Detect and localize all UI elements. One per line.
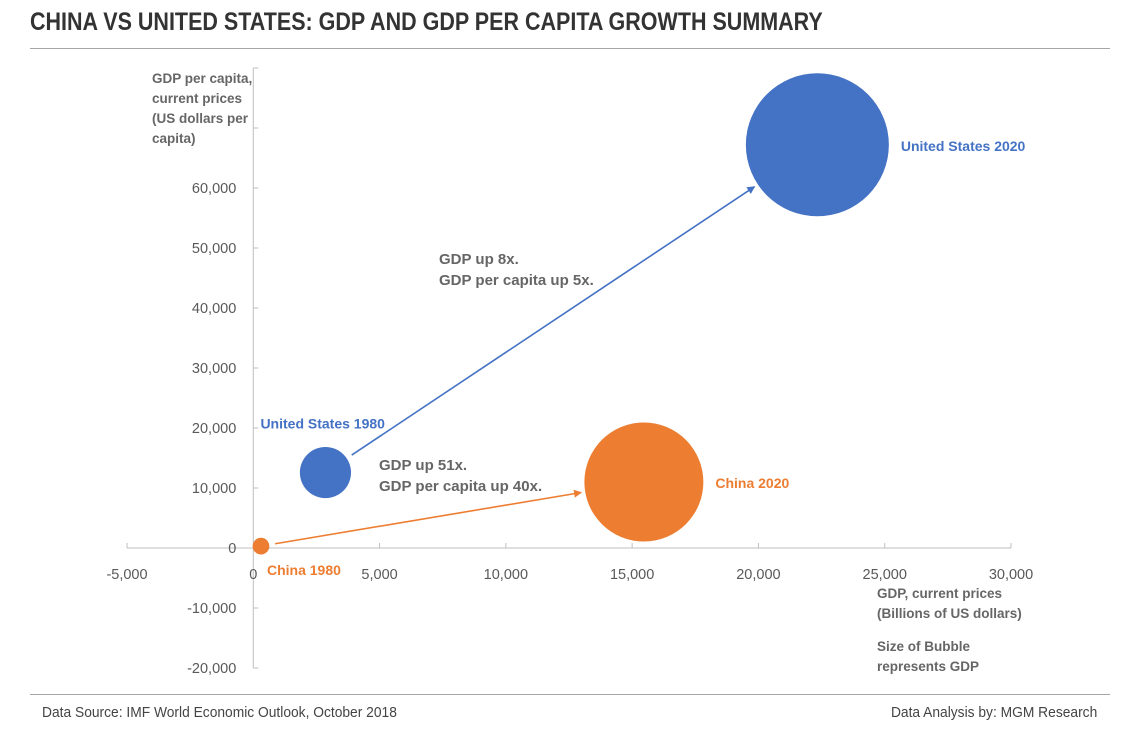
china-growth-arrow xyxy=(275,489,583,545)
growth-annotation: GDP up 8x. xyxy=(439,251,519,268)
y-tick-label: 50,000 xyxy=(192,241,236,257)
y-axis-title: current prices xyxy=(152,91,242,106)
x-axis-title: (Billions of US dollars) xyxy=(877,606,1022,621)
bubble-china-2020 xyxy=(584,422,704,542)
y-tick-label: 0 xyxy=(228,541,236,557)
x-tick-label: 10,000 xyxy=(484,567,528,583)
data-label-united-states-2020: United States 2020 xyxy=(901,138,1026,154)
x-tick-label: 15,000 xyxy=(610,567,654,583)
bubble-united-states-2020 xyxy=(745,73,889,217)
y-axis-title: (US dollars per xyxy=(152,111,249,126)
title-divider xyxy=(30,48,1110,49)
y-tick-label: 40,000 xyxy=(192,301,236,317)
x-tick-label: 5,000 xyxy=(361,567,397,583)
x-tick-label: -5,000 xyxy=(106,567,147,583)
x-tick-label: 25,000 xyxy=(863,567,907,583)
bubble-size-note: represents GDP xyxy=(877,659,979,674)
data-label-china-1980: China 1980 xyxy=(267,562,341,578)
footer-divider xyxy=(30,694,1110,695)
bubble-china-1980 xyxy=(252,537,270,555)
y-axis-title: GDP per capita, xyxy=(152,71,252,86)
data-label-china-2020: China 2020 xyxy=(715,475,789,491)
y-tick-label: -20,000 xyxy=(187,661,236,677)
bubble-united-states-1980 xyxy=(299,446,352,499)
growth-arrows xyxy=(275,185,756,545)
chart-title: CHINA VS UNITED STATES: GDP AND GDP PER … xyxy=(30,8,823,36)
y-tick-label: 60,000 xyxy=(192,181,236,197)
data-source: Data Source: IMF World Economic Outlook,… xyxy=(42,704,397,721)
growth-annotation: GDP per capita up 5x. xyxy=(439,272,594,289)
x-axis-title: GDP, current prices xyxy=(877,586,1002,601)
y-tick-label: -10,000 xyxy=(187,601,236,617)
y-tick-label: 30,000 xyxy=(192,361,236,377)
growth-annotation: GDP per capita up 40x. xyxy=(379,478,542,495)
data-label-united-states-1980: United States 1980 xyxy=(260,416,385,432)
y-tick-label: 10,000 xyxy=(192,481,236,497)
bubbles xyxy=(252,73,889,555)
x-tick-label: 30,000 xyxy=(989,567,1033,583)
growth-annotation: GDP up 51x. xyxy=(379,457,467,474)
united-states-growth-arrow xyxy=(351,185,756,456)
labels: United States 1980 United States 2020 GDP … xyxy=(260,138,1025,578)
x-tick-label: 20,000 xyxy=(736,567,780,583)
bubble-size-note: Size of Bubble xyxy=(877,639,970,654)
x-tick-label: 0 xyxy=(249,567,257,583)
data-analysis-credit: Data Analysis by: MGM Research xyxy=(890,704,1097,721)
y-tick-label: 20,000 xyxy=(192,421,236,437)
axes: -5,000 0 5,000 10,000 15,000 20,000 25,000 30,0… xyxy=(106,67,1033,677)
y-axis-title: capita) xyxy=(152,131,196,146)
